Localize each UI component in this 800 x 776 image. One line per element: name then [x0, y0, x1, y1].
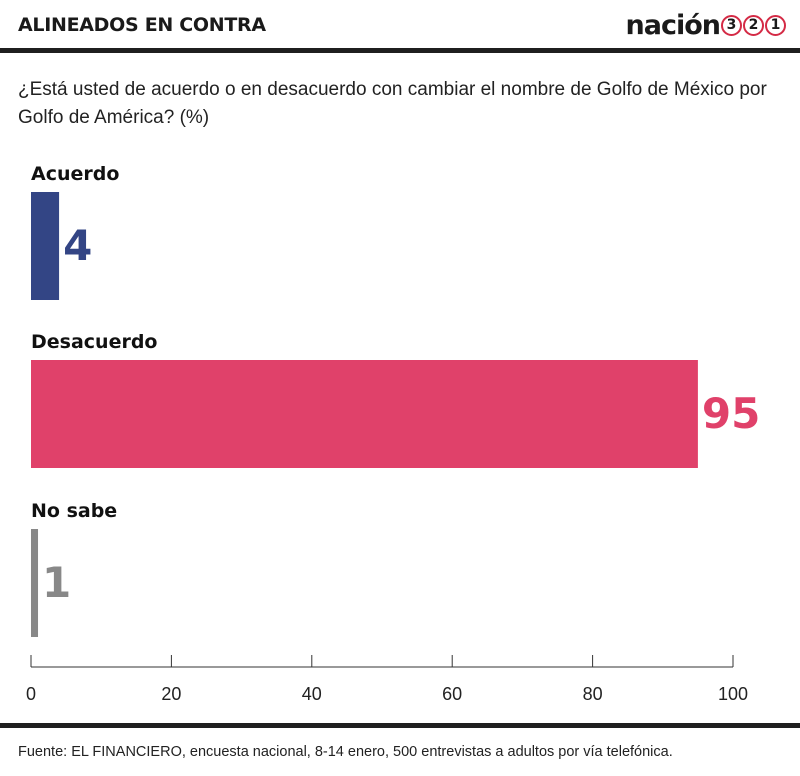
value-label-no-sabe: 1: [42, 558, 71, 607]
bar-no-sabe: [31, 529, 39, 637]
x-tick-label: 60: [442, 684, 462, 704]
top-rule: [0, 48, 800, 53]
x-tick-label: 20: [161, 684, 181, 704]
bottom-rule: [0, 723, 800, 728]
x-tick-label: 100: [718, 684, 748, 704]
logo-digit: 3: [721, 14, 742, 36]
brand-logo: nación 3 2 1: [626, 6, 786, 44]
category-label-desacuerdo: Desacuerdo: [31, 331, 158, 353]
header: ALINEADOS EN CONTRA nación 3 2 1: [0, 0, 800, 50]
logo-digit: 1: [765, 14, 786, 36]
source-note: Fuente: EL FINANCIERO, encuesta nacional…: [18, 744, 673, 760]
category-label-no-sabe: No sabe: [31, 500, 117, 522]
x-tick-label: 80: [583, 684, 603, 704]
value-label-acuerdo: 4: [63, 221, 92, 270]
bar-desacuerdo: [31, 360, 698, 468]
bar-acuerdo: [31, 192, 60, 300]
question-text: ¿Está usted de acuerdo o en desacuerdo c…: [18, 79, 767, 128]
value-label-desacuerdo: 95: [702, 389, 760, 438]
x-tick-label: 0: [26, 684, 36, 704]
kicker-title: ALINEADOS EN CONTRA: [18, 14, 266, 36]
logo-wordmark: nación: [625, 9, 721, 41]
logo-digit: 2: [743, 14, 764, 36]
x-tick-label: 40: [302, 684, 322, 704]
category-label-acuerdo: Acuerdo: [31, 163, 119, 185]
